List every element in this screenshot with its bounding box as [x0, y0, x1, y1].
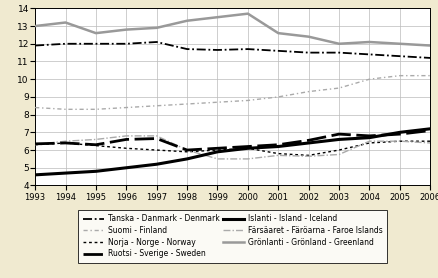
Legend: Tanska - Danmark - Denmark, Suomi - Finland, Norja - Norge - Norway, Ruotsi - Sv: Tanska - Danmark - Denmark, Suomi - Finl…	[78, 210, 386, 263]
